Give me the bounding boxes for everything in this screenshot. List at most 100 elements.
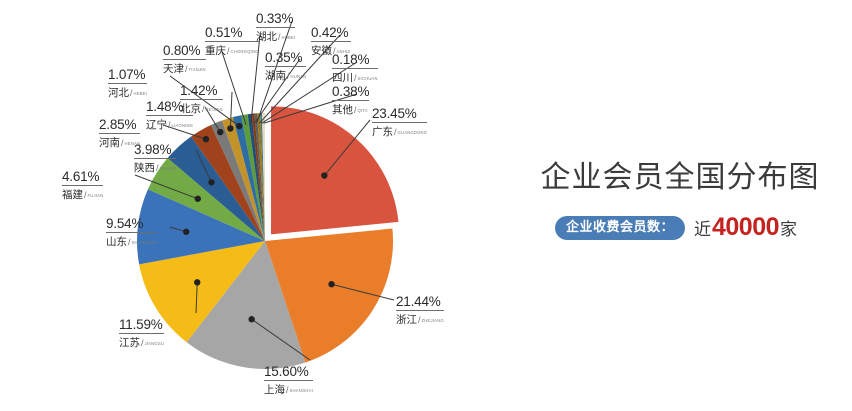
callout-rule — [108, 83, 148, 84]
pie-slice — [186, 241, 306, 370]
callout-cn: 北京 — [180, 103, 201, 115]
callout-name-row: 山东/SHANDONG — [106, 234, 157, 250]
callout-py: SHANXI — [159, 166, 177, 171]
callout-cn: 上海 — [264, 384, 285, 396]
callout-pct: 0.35% — [265, 50, 303, 65]
pie-slice — [241, 114, 265, 241]
pie-slice — [139, 241, 265, 343]
callout-name-row: 浙江/ZHEJIANG — [396, 312, 444, 328]
callout-sep: / — [418, 315, 421, 325]
callout-sichuan: 0.18% 四川/SICHUAN — [332, 52, 378, 86]
callout-name-row: 安徽/ANHUI — [311, 43, 351, 59]
callout-rule — [256, 27, 296, 28]
callout-name-row: 陕西/SHANXI — [134, 160, 176, 176]
callout-py: SHANDONG — [131, 240, 158, 245]
leader-line — [256, 20, 293, 124]
callout-fujian: 4.61% 福建/FUJIAN — [62, 169, 104, 203]
pie-slice — [261, 113, 265, 241]
pie-slice — [254, 113, 265, 241]
callout-name-row: 辽宁/LIAONING — [146, 117, 193, 133]
leader-line — [261, 61, 358, 124]
pie-slice — [271, 106, 399, 235]
leader-dot — [321, 172, 328, 179]
callout-cn: 四川 — [332, 72, 353, 84]
callout-py: HUNAN — [290, 74, 307, 79]
callout-rule — [99, 133, 141, 134]
callout-sep: / — [141, 338, 144, 348]
pie-slice — [247, 113, 265, 241]
callout-sep: / — [156, 163, 159, 173]
callout-rule — [119, 333, 165, 334]
callout-name-row: 河北/HEBEI — [108, 85, 147, 101]
callout-rule — [134, 158, 177, 159]
callout-guangdong: 23.45% 广东/GUANGDONG — [372, 106, 428, 140]
callout-rule — [62, 185, 104, 186]
callout-cn: 陕西 — [134, 162, 155, 174]
callout-cn: 河南 — [99, 137, 120, 149]
leader-line — [195, 149, 212, 183]
right-text-block: 企业会员全国分布图 企业收费会员数： 近 40000 家 — [500, 0, 852, 411]
callout-py: TIANJIN — [188, 67, 206, 72]
pie-slice — [147, 157, 265, 241]
callout-sep: / — [202, 104, 205, 114]
callout-tianjin: 0.80% 天津/TIANJIN — [163, 43, 206, 77]
pie-slice — [251, 113, 265, 241]
leader-dot — [182, 228, 190, 235]
pie-slices — [137, 106, 399, 370]
callout-rule — [180, 99, 224, 100]
callout-name-row: 湖南/HUNAN — [265, 68, 306, 84]
callout-name-row: 河南/HENAN — [99, 135, 140, 151]
callout-py: CHONGQING — [230, 49, 259, 54]
callout-pct: 0.18% — [332, 52, 370, 67]
callout-py: FUJIAN — [87, 193, 104, 198]
callout-sep: / — [84, 190, 87, 200]
callout-pct: 4.61% — [62, 169, 100, 184]
pie-slice — [260, 113, 265, 241]
page-title: 企业会员全国分布图 — [540, 160, 820, 195]
pie-slice — [257, 113, 265, 241]
leader-lines — [134, 20, 395, 361]
leader-dot — [236, 122, 243, 130]
callout-shanghai: 15.60% 上海/SHANGHAI — [264, 364, 313, 398]
callout-name-row: 天津/TIANJIN — [163, 61, 206, 77]
leader-line — [195, 282, 198, 314]
pie-slice — [232, 115, 265, 241]
callout-sep: / — [128, 237, 131, 247]
pie-slice — [137, 189, 265, 265]
callout-sep: / — [278, 32, 281, 42]
callout-name-row: 北京/BEIJING — [180, 101, 223, 117]
pie-slice — [221, 117, 265, 241]
callout-rule — [372, 122, 428, 123]
member-count-row: 企业收费会员数： 近 40000 家 — [500, 213, 852, 242]
leader-line — [221, 51, 247, 125]
callout-rule — [205, 41, 259, 42]
callout-cn: 浙江 — [396, 314, 417, 326]
leader-line — [134, 174, 198, 200]
callout-zhejiang: 21.44% 浙江/ZHEJIANG — [396, 294, 444, 328]
callout-py: SICHUAN — [357, 76, 378, 81]
callout-cn: 福建 — [62, 189, 83, 201]
pie-chart-area: 23.45% 广东/GUANGDONG 21.44% 浙江/ZHEJIANG 1… — [62, 11, 444, 398]
callout-rule — [332, 68, 378, 69]
leader-line — [251, 318, 311, 361]
callout-rule — [106, 232, 158, 233]
leader-dot — [217, 128, 224, 136]
callout-rule — [332, 100, 370, 101]
callout-py: HUBEI — [281, 35, 296, 40]
pie-slice — [265, 228, 393, 363]
callout-py: JIANGSU — [144, 341, 165, 346]
callout-pct: 9.54% — [106, 216, 144, 231]
leader-line — [169, 75, 240, 127]
callout-beijing: 1.42% 北京/BEIJING — [180, 83, 224, 117]
callout-cn: 河北 — [108, 87, 129, 99]
callout-qita: 0.38% 其他/QITA — [332, 84, 369, 118]
callout-pct: 0.42% — [311, 25, 349, 40]
callout-name-row: 福建/FUJIAN — [62, 187, 103, 203]
callout-sep: / — [130, 88, 133, 98]
leader-dots — [182, 122, 335, 323]
callout-sep: / — [185, 64, 188, 74]
callout-cn: 其他 — [332, 104, 353, 116]
callout-pct: 3.98% — [134, 142, 172, 157]
leader-dot — [202, 135, 210, 143]
callout-cn: 广东 — [372, 126, 393, 138]
